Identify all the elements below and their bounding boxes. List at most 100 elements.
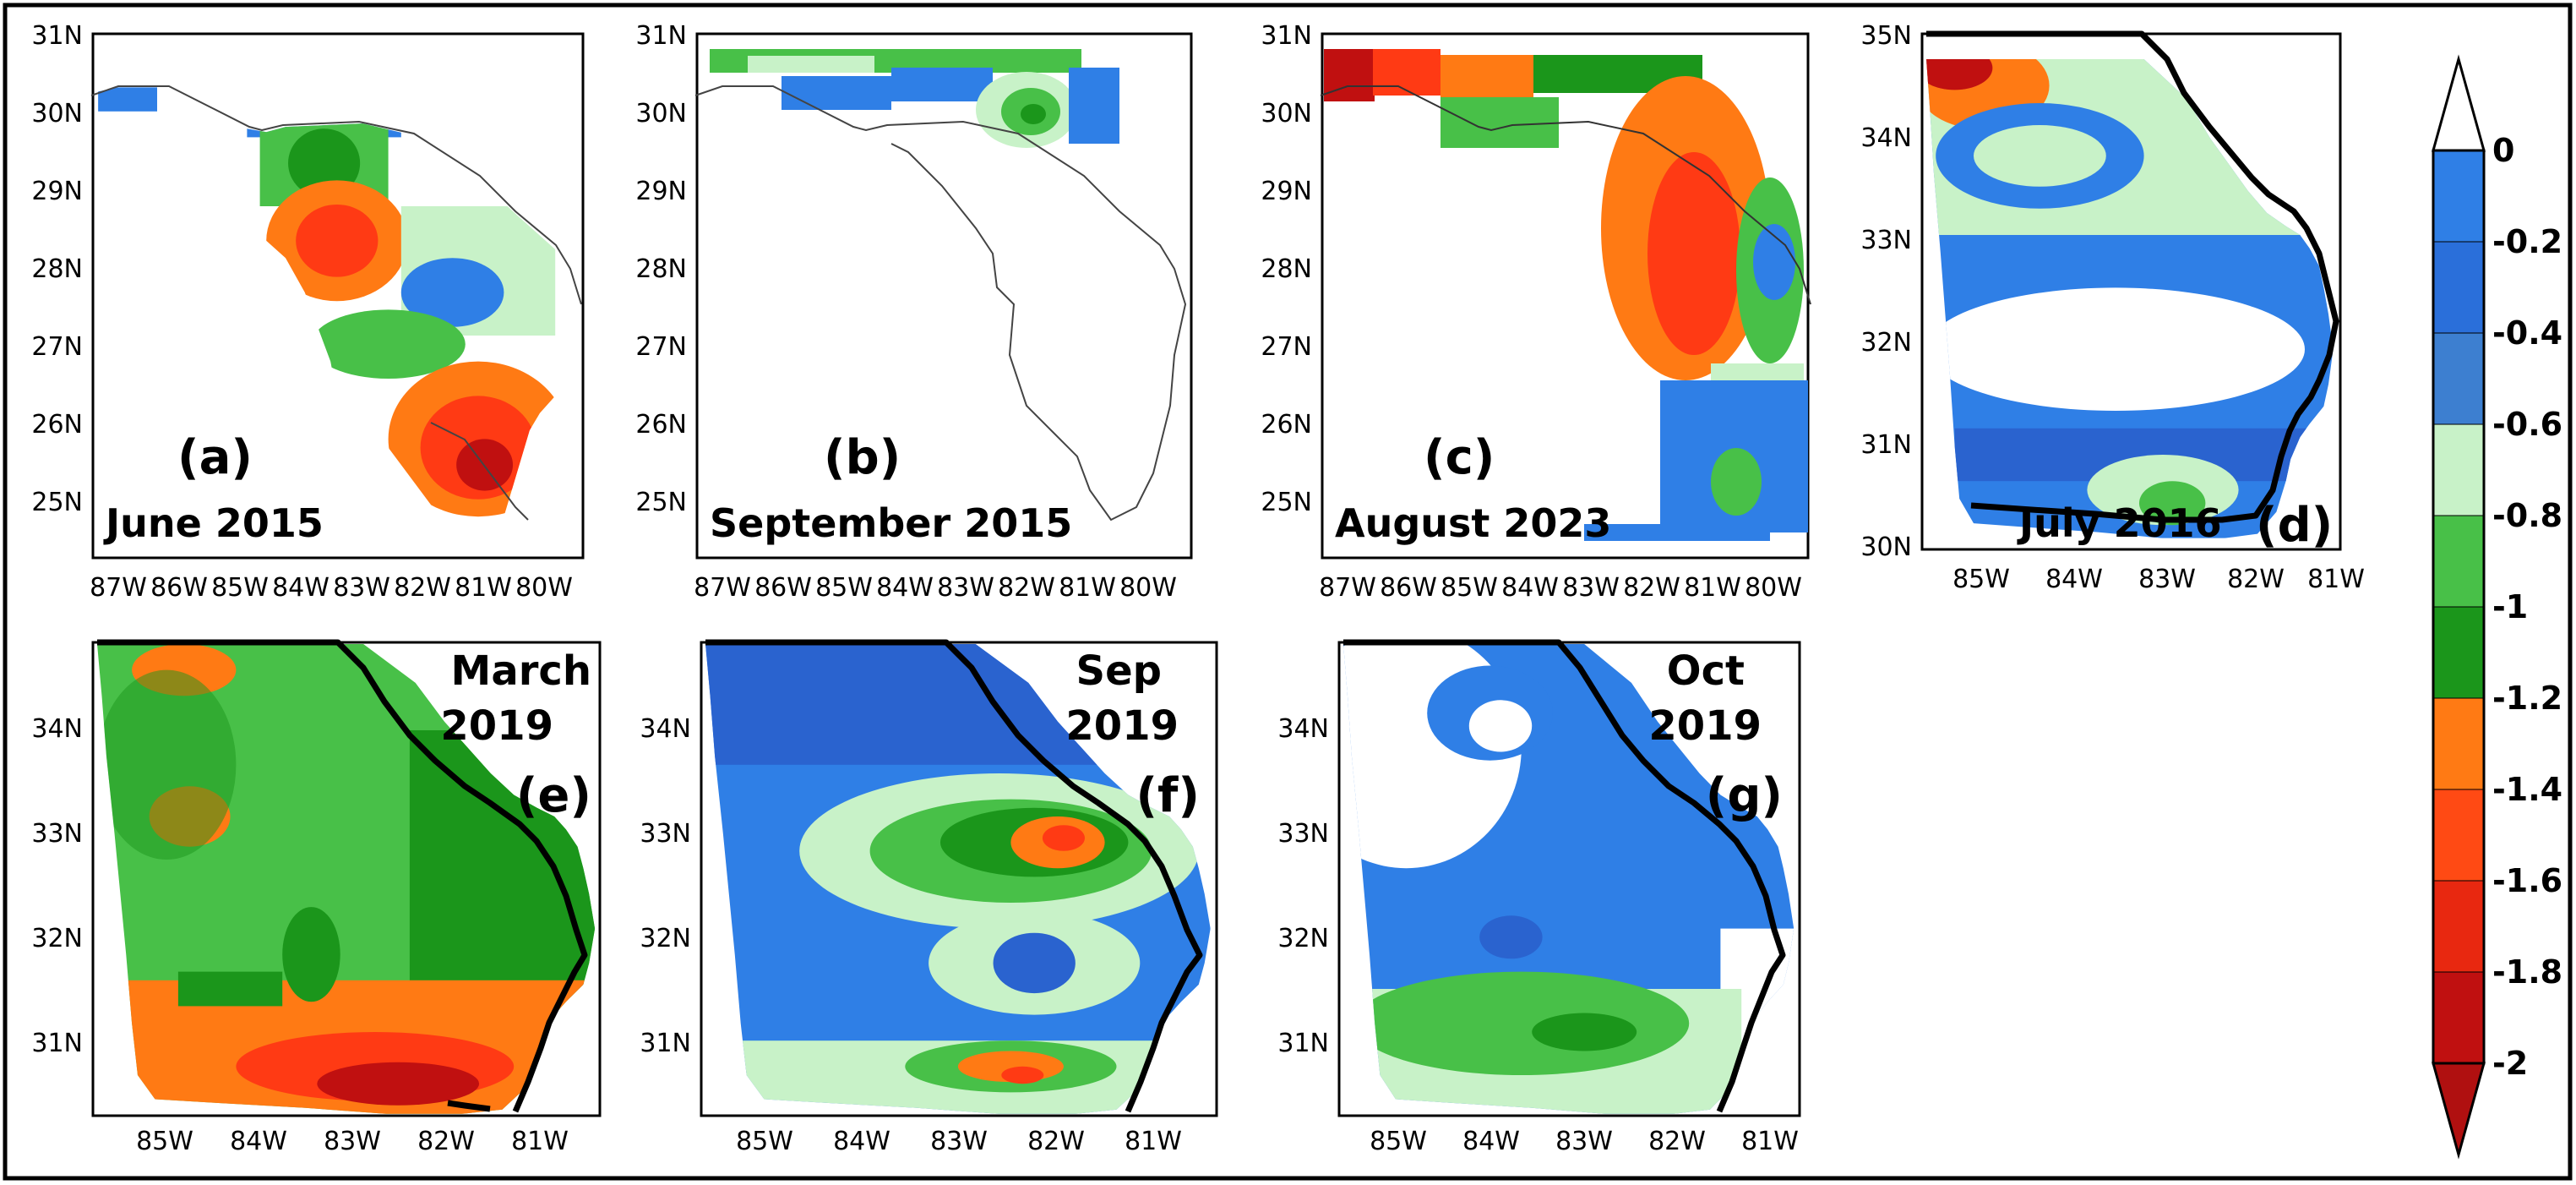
lon-tick: 82W [1623,573,1680,603]
lat-tick: 35N [1860,21,1912,51]
panel-d-letter: (d) [2256,498,2333,553]
lon-tick: 85W [211,573,269,603]
lat-tick: 26N [635,410,687,440]
lon-tick: 81W [455,573,512,603]
colorbar-band [2432,332,2485,425]
lon-tick: 83W [324,1127,381,1156]
panel-f-label: Sep 2019 (f) [1065,647,1200,823]
lon-tick: 82W [1027,1127,1085,1156]
panel-g-letter: (g) [1706,768,1783,823]
panel-f-month: Sep [1076,647,1162,695]
figure-border [3,3,2573,1181]
lon-tick: 81W [1684,573,1741,603]
panel-c-letter: (c) [1424,430,1495,485]
lat-tick: 29N [635,177,687,206]
panel-b-coastline [694,85,1187,522]
lon-tick: 81W [2307,565,2365,594]
panel-e-month: March [451,647,591,695]
colorbar-label: -1 [2492,588,2528,625]
panel-f: Sep 2019 (f) 34N 33N 32N 31N 85W 84W 83W… [640,639,1218,1156]
lat-tick: 31N [1277,1029,1329,1058]
panel-e-year: 2019 [440,702,553,750]
lat-tick: 31N [1860,430,1912,460]
lon-tick: 85W [1440,573,1498,603]
lon-tick: 81W [1125,1127,1182,1156]
lat-tick: 32N [640,924,691,953]
colorbar-label: -1.8 [2492,953,2562,991]
panel-d-date: July 2016 [2017,500,2222,546]
panel-d-lat-ticks: 35N 34N 33N 32N 31N 30N [1860,21,1912,562]
panel-g-month: Oct [1667,647,1745,695]
lat-tick: 32N [1860,328,1912,358]
lat-tick: 28N [635,254,687,284]
colorbar-bottom-extension [2432,1062,2486,1160]
colorbar-band [2432,423,2485,516]
colorbar-outline [2432,149,2486,1065]
lat-tick: 25N [31,488,83,517]
panel-b: (b) September 2015 31N 30N 29N 28N 27N 2… [635,21,1193,603]
lon-tick: 84W [230,1127,287,1156]
lon-tick: 84W [2045,565,2103,594]
panel-a-lon-ticks: 87W 86W 85W 84W 83W 82W 81W 80W [90,573,573,603]
colorbar-band [2432,241,2485,334]
panel-f-lon-ticks: 85W 84W 83W 82W 81W [736,1127,1182,1156]
panel-g-lat-ticks: 34N 33N 32N 31N [1277,714,1329,1058]
lat-tick: 34N [1860,123,1912,153]
lat-tick: 30N [1261,99,1312,128]
panel-b-date: September 2015 [710,500,1072,546]
lat-tick: 30N [1860,532,1912,562]
panel-c: (c) August 2023 31N 30N 29N 28N 27N 26N … [1261,21,1811,603]
lat-tick: 32N [31,924,83,953]
lat-tick: 31N [1261,21,1312,51]
colorbar-band [2432,697,2485,790]
lon-tick: 83W [1555,1127,1613,1156]
lon-tick: 84W [876,573,934,603]
colorbar-label: -0.6 [2492,406,2562,443]
lat-tick: 33N [31,819,83,849]
lon-tick: 80W [1745,573,1802,603]
colorbar-band [2432,150,2485,243]
panel-c-lon-ticks: 87W 86W 85W 84W 83W 82W 81W 80W [1319,573,1802,603]
lon-tick: 82W [998,573,1055,603]
colorbar-label: -1.6 [2492,862,2562,899]
lat-tick: 25N [1261,488,1312,517]
lon-tick: 82W [417,1127,475,1156]
lat-tick: 31N [640,1029,691,1058]
lat-tick: 30N [635,99,687,128]
lon-tick: 87W [694,573,751,603]
colorbar-labels: 0 -0.2 -0.4 -0.6 -0.8 -1 -1.2 -1.4 -1.6 -1.8 -2 [2492,132,2562,1082]
colorbar-label: -0.2 [2492,223,2562,260]
lon-tick: 80W [1119,573,1177,603]
lat-tick: 33N [1277,819,1329,849]
colorbar-label: -0.4 [2492,314,2562,352]
lon-tick: 85W [1952,565,2010,594]
lat-tick: 32N [1277,924,1329,953]
lon-tick: 85W [136,1127,193,1156]
panel-b-letter: (b) [824,430,901,485]
panel-f-letter: (f) [1136,768,1200,823]
panel-f-lat-ticks: 34N 33N 32N 31N [640,714,691,1058]
panel-a-lat-ticks: 31N 30N 29N 28N 27N 26N 25N [31,21,83,517]
panel-c-lat-ticks: 31N 30N 29N 28N 27N 26N 25N [1261,21,1312,517]
panel-e-south-border [447,1100,491,1112]
colorbar-label: -2 [2492,1045,2528,1082]
panel-g-label: Oct 2019 (g) [1648,647,1783,823]
colorbar-band [2432,880,2485,973]
lat-tick: 30N [31,99,83,128]
lat-tick: 29N [1261,177,1312,206]
panel-e-lat-ticks: 34N 33N 32N 31N [31,714,83,1058]
lon-tick: 83W [2138,565,2196,594]
colorbar-label: 0 [2492,132,2514,169]
lon-tick: 84W [272,573,329,603]
lon-tick: 83W [1562,573,1620,603]
colorbar-band [2432,515,2485,608]
lat-tick: 25N [635,488,687,517]
panel-f-state-border [705,639,1203,1113]
lon-tick: 84W [1501,573,1559,603]
lon-tick: 85W [1370,1127,1427,1156]
lat-tick: 26N [1261,410,1312,440]
panel-c-coastline [1320,85,1811,305]
lon-tick: 81W [1059,573,1116,603]
lon-tick: 83W [937,573,994,603]
